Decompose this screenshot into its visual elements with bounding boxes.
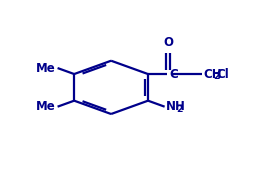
Text: O: O (164, 36, 174, 49)
Text: Me: Me (36, 62, 56, 75)
Text: NH: NH (166, 100, 185, 113)
Text: Me: Me (36, 100, 56, 113)
Text: C: C (169, 67, 178, 81)
Text: 2: 2 (214, 72, 220, 81)
Text: Cl: Cl (217, 67, 229, 81)
Text: 2: 2 (177, 105, 183, 114)
Text: CH: CH (203, 67, 222, 81)
